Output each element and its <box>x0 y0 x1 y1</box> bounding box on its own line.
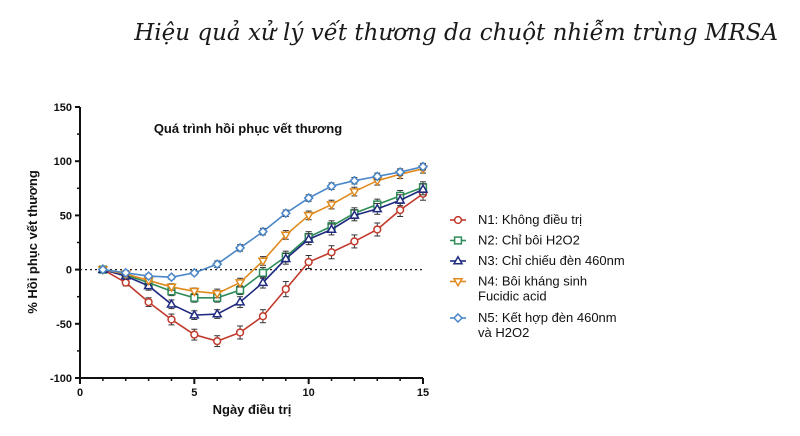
y-tick-label: 0 <box>66 265 72 277</box>
legend-entry-2: N2: Chỉ bôi H2O2 <box>450 233 580 248</box>
data-point <box>304 257 313 267</box>
data-point <box>258 268 268 278</box>
legend-entry-3: N3: Chỉ chiếu đèn 460nm <box>450 253 625 268</box>
data-point <box>395 166 406 178</box>
data-point <box>257 276 269 287</box>
legend-label-line: N1: Không điều trị <box>478 212 582 227</box>
y-tick-label: -50 <box>56 319 72 331</box>
data-point <box>97 264 108 275</box>
data-point <box>395 205 405 215</box>
data-point <box>211 308 223 318</box>
y-axis-label: % Hồi phục vết thương <box>25 170 40 314</box>
data-point <box>394 194 406 204</box>
data-point <box>349 175 360 186</box>
x-tick-label: 15 <box>417 387 429 399</box>
data-point <box>235 328 245 337</box>
series-1 <box>98 186 428 348</box>
legend-entry-1: N1: Không điều trị <box>450 212 582 227</box>
data-point <box>372 171 383 182</box>
data-point <box>281 284 290 294</box>
legend-swatch-marker <box>452 312 464 324</box>
x-axis-label: Ngày điều trị <box>213 402 292 417</box>
data-point <box>166 272 177 283</box>
data-point <box>166 298 177 308</box>
data-point <box>257 226 268 237</box>
data-point <box>258 312 268 321</box>
legend-label-line: N3: Chỉ chiếu đèn 460nm <box>478 253 625 268</box>
legend-swatch-marker <box>452 278 464 288</box>
plot-area <box>97 161 429 348</box>
x-tick-label: 0 <box>77 387 83 399</box>
data-point <box>167 315 176 324</box>
y-tick-label: -100 <box>50 373 72 385</box>
data-point <box>234 279 246 289</box>
data-point <box>166 283 177 293</box>
y-tick-label: 150 <box>54 102 72 114</box>
data-point <box>235 242 246 253</box>
data-point <box>417 183 429 193</box>
data-point <box>212 259 223 270</box>
legend-swatch-marker <box>453 236 463 245</box>
data-point <box>189 287 200 297</box>
legend-swatch-marker <box>452 255 464 265</box>
data-point <box>326 223 337 233</box>
data-point <box>349 188 360 198</box>
legend-entry-5: N5: Kết hợp đèn 460nm và H2O2 <box>450 310 617 340</box>
series-3 <box>97 183 429 320</box>
data-point <box>120 267 131 278</box>
legend-entry-4: N4: Bôi kháng sinh Fucidic acid <box>450 274 587 304</box>
data-point <box>280 231 292 241</box>
legend-label-line: Fucidic acid <box>478 289 547 304</box>
data-point <box>280 253 292 263</box>
data-point <box>327 248 336 257</box>
page-title: Hiệu quả xử lý vết thương da chuột nhiễm… <box>134 20 778 46</box>
data-point <box>144 297 153 307</box>
data-point <box>280 208 291 219</box>
data-point <box>143 271 154 282</box>
legend-label: N4: Bôi kháng sinh Fucidic acid <box>478 274 587 304</box>
data-point <box>326 181 337 192</box>
legend-label: N1: Không điều trị <box>478 212 582 227</box>
legend-label: N2: Chỉ bôi H2O2 <box>478 233 580 248</box>
data-point <box>190 330 199 339</box>
chart-axes: 150 100 50 0 -50 -100 0 5 10 15 <box>50 102 429 399</box>
data-point <box>211 289 223 300</box>
y-tick-label: 100 <box>54 156 72 168</box>
legend-label: N5: Kết hợp đèn 460nm và H2O2 <box>478 310 617 340</box>
data-point <box>234 296 246 306</box>
legend-label-line: và H2O2 <box>478 325 529 340</box>
data-point <box>349 209 360 219</box>
data-point <box>417 161 429 172</box>
legend-label-line: N5: Kết hợp đèn 460nm <box>478 310 617 325</box>
chart-title: Quá trình hồi phục vết thương <box>154 121 342 136</box>
data-point <box>257 257 269 267</box>
data-point <box>373 225 382 234</box>
data-point <box>189 309 200 319</box>
data-point <box>371 203 383 213</box>
data-point <box>303 211 314 222</box>
data-point <box>303 192 314 204</box>
legend-swatch-marker <box>453 215 463 225</box>
data-point <box>189 267 200 278</box>
legend-label-line: N2: Chỉ bôi H2O2 <box>478 233 580 248</box>
series-5 <box>97 161 429 283</box>
data-point <box>350 237 359 246</box>
data-point <box>303 233 314 243</box>
x-tick-label: 5 <box>191 387 197 399</box>
data-point <box>121 278 130 287</box>
chart-legend: N1: Không điều trị N2: Chỉ bôi H2O2 N3: Ch… <box>450 212 625 340</box>
y-tick-label: 50 <box>60 210 72 222</box>
x-tick-label: 10 <box>303 387 315 399</box>
legend-label: N3: Chỉ chiếu đèn 460nm <box>478 253 625 268</box>
data-point <box>213 336 222 346</box>
legend-label-line: N4: Bôi kháng sinh <box>478 274 587 289</box>
data-point <box>326 201 337 211</box>
